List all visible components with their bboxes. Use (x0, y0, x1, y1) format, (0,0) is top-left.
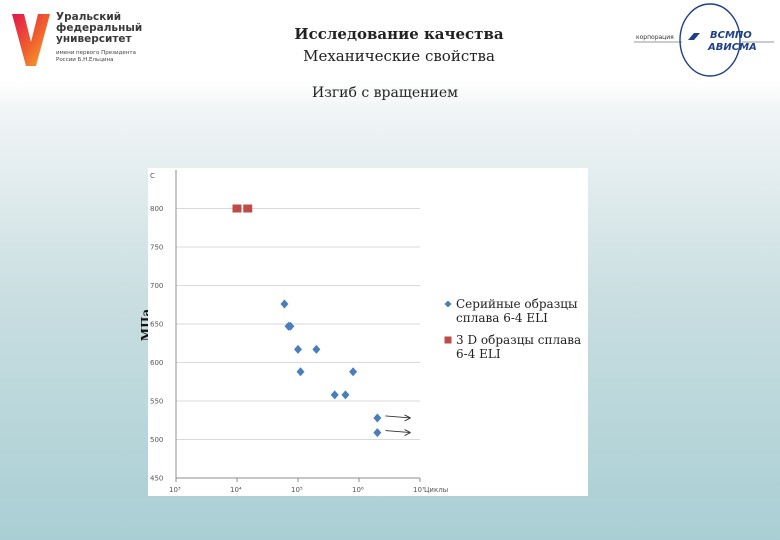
y-tick-label: C (150, 172, 155, 180)
arrow-annotation (385, 430, 411, 434)
y-tick-label: 750 (150, 244, 163, 252)
serial-sample-point (312, 344, 321, 354)
vsmpo-logo: корпорация ВСМПО АВИСМА (624, 0, 780, 80)
legend-marker-3d (444, 336, 452, 344)
y-tick-label: 550 (150, 398, 163, 406)
brand-avisma: АВИСМА (708, 42, 757, 53)
x-axis-label: Циклы (424, 486, 448, 494)
y-tick-label: 700 (150, 282, 163, 290)
chart-svg: 450 500 550 600 650 700 750 800 C 10³ 10⁴ 10⁵ 10⁶ 10⁷… (150, 170, 581, 494)
serial-sample-point (294, 344, 302, 354)
x-tick-label: 10⁷ (413, 486, 425, 494)
urfu-logo: Уральский федеральный университет имени … (0, 0, 148, 80)
arrow-head (404, 429, 411, 436)
legend-label: 3 D образцы сплава (456, 333, 581, 347)
y-tick-label: 450 (150, 475, 163, 483)
urfu-logo-icon (12, 14, 50, 66)
x-tick-label: 10⁶ (352, 486, 364, 494)
arrow-annotation (385, 415, 411, 419)
printed-sample-point (243, 204, 253, 213)
y-tick-label: 650 (150, 321, 163, 329)
slide-header: Исследование качества Механические свойс… (240, 24, 558, 66)
x-tick-label: 10⁵ (291, 486, 303, 494)
brand-vsmpo: ВСМПО (710, 30, 752, 41)
urfu-subtitle: имени первого Президента России Б.Н.Ельц… (56, 50, 136, 63)
page-title: Исследование качества (294, 25, 504, 43)
corporation-label: корпорация (636, 34, 674, 41)
page-subtitle: Механические свойства (303, 47, 495, 65)
urfu-name: Уральский федеральный университет (56, 11, 143, 45)
y-tick-label: 800 (150, 205, 163, 213)
fatigue-chart: 450 500 550 600 650 700 750 800 C 10³ 10⁴ 10⁵ 10⁶ 10⁷… (148, 168, 588, 496)
legend-label: 6-4 ELI (456, 347, 501, 361)
legend-label: сплава 6-4 ELI (456, 311, 548, 325)
y-tick-label: 500 (150, 436, 163, 444)
x-tick-label: 10⁴ (230, 486, 242, 494)
y-tick-label: 600 (150, 359, 163, 367)
legend-marker-serial (444, 300, 452, 308)
serial-sample-point (349, 367, 358, 377)
serial-sample-point (341, 390, 350, 400)
arrow-head (404, 414, 411, 422)
vsmpo-emblem-icon (634, 3, 774, 77)
section-title: Изгиб с вращением (311, 85, 458, 101)
printed-sample-point (232, 204, 242, 213)
serial-sample-point (296, 367, 305, 377)
legend-label: Серийные образцы (456, 297, 578, 311)
x-tick-label: 10³ (169, 486, 181, 494)
serial-sample-point (373, 413, 382, 423)
serial-sample-point (286, 321, 295, 331)
serial-sample-point (330, 390, 339, 400)
serial-sample-point (280, 299, 289, 309)
serial-sample-point (373, 428, 382, 438)
